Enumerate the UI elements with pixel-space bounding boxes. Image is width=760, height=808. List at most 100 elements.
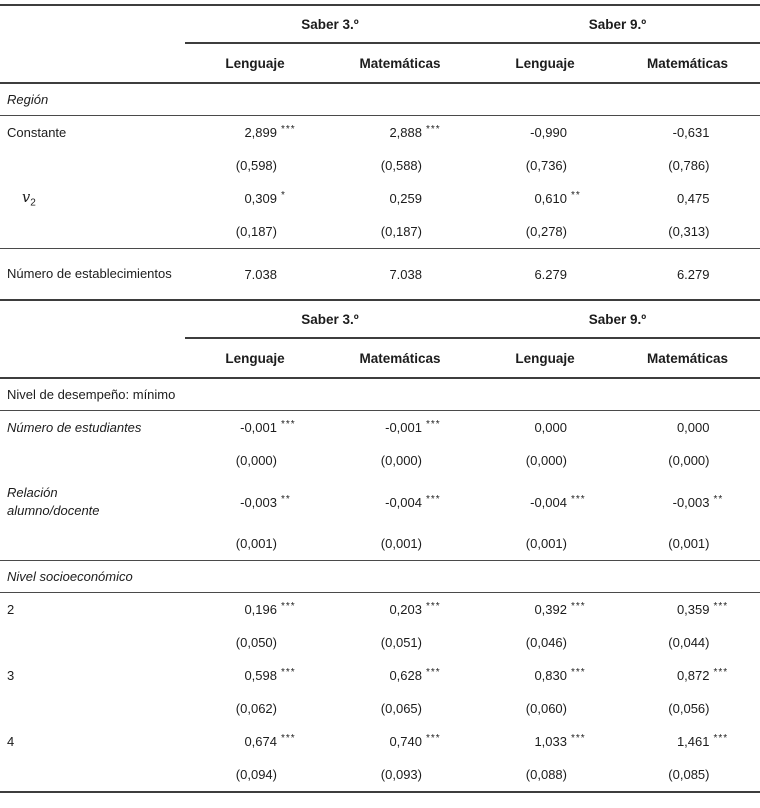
significance-stars: *** xyxy=(713,667,729,678)
significance-stars: *** xyxy=(571,667,586,678)
cell-s3-lenguaje: 0,674 *** xyxy=(185,733,325,749)
section-label-socioeconomico: Nivel socioeconómico xyxy=(7,569,133,584)
coefficient-value: 0,830 xyxy=(534,668,567,683)
std-error-value: (0,062) xyxy=(235,701,277,716)
variable-subscript: 2 xyxy=(30,197,36,209)
cell-s3-matematicas: -0,001 *** xyxy=(325,419,475,435)
std-error-value: (0,088) xyxy=(525,767,567,782)
std-error-value: (0,060) xyxy=(525,701,567,716)
significance-stars: *** xyxy=(281,601,296,612)
count-value: 6.279 xyxy=(534,266,567,282)
divider-top xyxy=(0,4,760,6)
cell-s3-matematicas: (0,001) xyxy=(325,536,475,551)
coefficient-value: 0,610 xyxy=(534,191,567,206)
cell-s9-matematicas: 0,475 xyxy=(615,191,760,206)
divider xyxy=(0,592,760,593)
column-header-lenguaje-s9: Lenguaje xyxy=(515,350,575,366)
coefficient-value: -0,004 xyxy=(385,494,422,510)
coefficient-value: 0,674 xyxy=(244,734,277,749)
std-error-value: (0,598) xyxy=(235,158,277,173)
section-row-region: Región xyxy=(0,84,760,115)
cell-s3-lenguaje: (0,094) xyxy=(185,767,325,782)
cell-s9-lenguaje: 6.279 xyxy=(475,267,615,282)
coefficient-value: -0,990 xyxy=(530,125,567,140)
cell-s3-lenguaje: (0,062) xyxy=(185,701,325,716)
divider xyxy=(0,115,760,116)
row-label: Número de estudiantes xyxy=(7,419,142,435)
std-error-value: (0,736) xyxy=(525,158,567,173)
cell-s9-matematicas: (0,786) xyxy=(615,158,760,173)
divider xyxy=(0,248,760,249)
cell-s9-matematicas: (0,044) xyxy=(615,635,760,650)
cell-s3-lenguaje: 0,309 * xyxy=(185,190,325,206)
cell-s3-matematicas: (0,065) xyxy=(325,701,475,716)
std-error-value: (0,588) xyxy=(380,158,422,173)
table-row-nivel-3: 3 0,598 *** 0,628 *** 0,830 *** 0,872 *** xyxy=(0,659,760,692)
column-header-lenguaje-s9: Lenguaje xyxy=(515,55,575,71)
cell-s3-lenguaje: (0,000) xyxy=(185,453,325,468)
cell-s9-lenguaje: 1,033 *** xyxy=(475,733,615,749)
significance-stars: *** xyxy=(426,733,441,744)
cell-s9-lenguaje: -0,990 xyxy=(475,125,615,140)
cell-s9-lenguaje: (0,046) xyxy=(475,635,615,650)
cell-s9-lenguaje: -0,004 *** xyxy=(475,493,615,510)
cell-s3-matematicas: (0,588) xyxy=(325,158,475,173)
std-error-value: (0,000) xyxy=(380,453,422,468)
row-label: 4 xyxy=(7,733,15,749)
std-error-value: (0,001) xyxy=(668,536,710,551)
coefficient-value: 0,598 xyxy=(244,668,277,683)
cell-s3-lenguaje: (0,598) xyxy=(185,158,325,173)
group-header-row-1: Saber 3.º Saber 9.º xyxy=(0,6,760,42)
section-row-desempeno: Nivel de desempeño: mínimo xyxy=(0,379,760,410)
table-row-num-estudiantes-se: (0,000) (0,000) (0,000) (0,000) xyxy=(0,444,760,477)
significance-stars: *** xyxy=(571,493,586,505)
cell-s3-lenguaje: 7.038 xyxy=(185,267,325,282)
std-error-value: (0,094) xyxy=(235,767,277,782)
group-header-row-2: Saber 3.º Saber 9.º xyxy=(0,301,760,337)
cell-s9-matematicas: (0,056) xyxy=(615,701,760,716)
row-label-v2: v2 xyxy=(0,189,185,209)
std-error-value: (0,001) xyxy=(235,536,277,551)
cell-s9-matematicas: 1,461 *** xyxy=(615,733,760,749)
significance-stars: *** xyxy=(281,667,296,678)
coefficient-value: 0,359 xyxy=(676,602,710,617)
cell-s9-matematicas: 6.279 xyxy=(615,267,760,282)
cell-s9-lenguaje: (0,060) xyxy=(475,701,615,716)
cell-s9-matematicas: (0,085) xyxy=(615,767,760,782)
coefficient-value: 0,872 xyxy=(676,668,710,683)
column-header-matematicas-s3: Matemáticas xyxy=(359,55,441,71)
table-row-num-establecimientos: Número de establecimientos 7.038 7.038 6… xyxy=(0,249,760,299)
cell-s3-matematicas: -0,004 *** xyxy=(325,494,475,510)
cell-s9-matematicas: -0,003 ** xyxy=(615,494,760,510)
section-label-desempeno: Nivel de desempeño: mínimo xyxy=(7,387,176,402)
column-header-lenguaje-s3: Lenguaje xyxy=(225,350,285,366)
std-error-value: (0,085) xyxy=(668,767,710,782)
coefficient-value: -0,631 xyxy=(672,125,710,140)
divider-under-groups xyxy=(185,42,760,44)
cell-s3-matematicas: 0,259 xyxy=(325,191,475,206)
coefficient-value: 2,888 xyxy=(389,125,422,140)
table-row-nivel-2: 2 0,196 *** 0,203 *** 0,392 *** 0,359 *** xyxy=(0,593,760,626)
table-row-nivel-2-se: (0,050) (0,051) (0,046) (0,044) xyxy=(0,626,760,659)
std-error-value: (0,187) xyxy=(235,224,277,239)
table-row-v2-se: (0,187) (0,187) (0,278) (0,313) xyxy=(0,215,760,248)
cell-s9-lenguaje: (0,736) xyxy=(475,158,615,173)
std-error-value: (0,065) xyxy=(380,701,422,716)
significance-stars: *** xyxy=(426,667,441,678)
cell-s9-lenguaje: (0,278) xyxy=(475,224,615,239)
significance-stars: *** xyxy=(713,733,729,744)
cell-s9-lenguaje: (0,000) xyxy=(475,453,615,468)
count-value: 6.279 xyxy=(676,266,710,282)
coefficient-value: 0,740 xyxy=(389,734,422,749)
group-header-saber9: Saber 9.º xyxy=(588,16,647,32)
row-label: Número de establecimientos xyxy=(7,266,172,282)
coefficient-value: 0,203 xyxy=(389,602,422,617)
std-error-value: (0,050) xyxy=(235,635,277,650)
significance-stars: ** xyxy=(281,493,291,505)
coefficient-value: 0,392 xyxy=(534,602,567,617)
coefficient-value: 0,196 xyxy=(244,602,277,617)
row-label: Constante xyxy=(7,124,67,140)
divider-under-subheaders xyxy=(0,377,760,379)
divider-bottom xyxy=(0,791,760,793)
